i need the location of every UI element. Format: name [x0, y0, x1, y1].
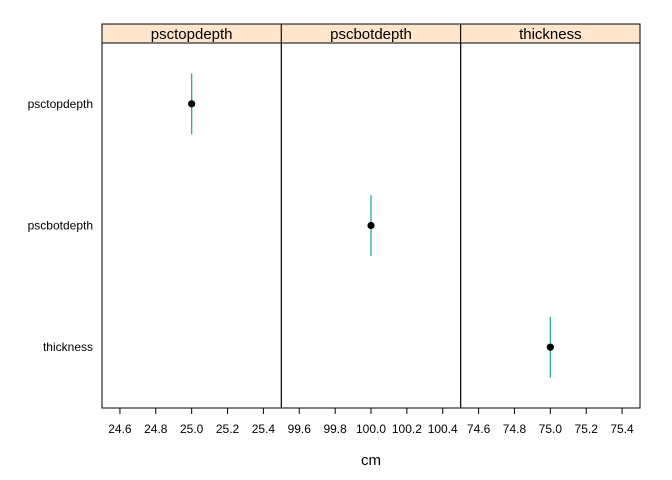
panel-psctopdepth: psctopdepth 24.6 24.8 25.0 25.2 25.4	[101, 23, 282, 436]
y-tick-label: psctopdepth	[28, 97, 93, 111]
x-tick-label: 25.2	[216, 422, 240, 436]
y-tick-label: thickness	[43, 340, 93, 354]
data-point	[546, 343, 554, 351]
x-tick-label: 75.2	[575, 422, 599, 436]
panel-strip-title: psctopdepth	[151, 26, 233, 43]
x-tick-label: 74.8	[503, 422, 527, 436]
data-point	[367, 221, 375, 230]
panel-pscbotdepth: pscbotdepth 99.6 99.8 100.0 100.2 100.4	[280, 23, 462, 436]
x-tick-label: 74.6	[467, 422, 491, 436]
x-tick-label: 99.6	[288, 422, 312, 436]
x-tick-label: 75.4	[610, 422, 634, 436]
x-tick-label: 24.6	[108, 422, 132, 436]
x-tick-label: 100.4	[428, 422, 458, 436]
y-tick-label: pscbotdepth	[28, 219, 93, 233]
panel-thickness: thickness 74.6 74.8 75.0 75.2 75.4	[460, 23, 641, 436]
x-tick-label: 24.8	[144, 422, 168, 436]
x-tick-label: 25.4	[252, 422, 276, 436]
y-axis-labels: psctopdepth pscbotdepth thickness	[28, 97, 93, 354]
panel-strip-title: thickness	[519, 26, 582, 43]
x-tick-label: 25.0	[180, 422, 204, 436]
x-tick-label: 100.0	[356, 422, 386, 436]
x-tick-label: 75.0	[539, 422, 563, 436]
data-point	[188, 100, 196, 108]
x-tick-label: 100.2	[392, 422, 422, 436]
x-tick-label: 99.8	[323, 422, 347, 436]
x-axis-label: cm	[361, 452, 381, 469]
panels: psctopdepth 24.6 24.8 25.0 25.2 25.4 pscbotdep…	[101, 23, 641, 436]
panel-strip-title: pscbotdepth	[330, 26, 412, 43]
